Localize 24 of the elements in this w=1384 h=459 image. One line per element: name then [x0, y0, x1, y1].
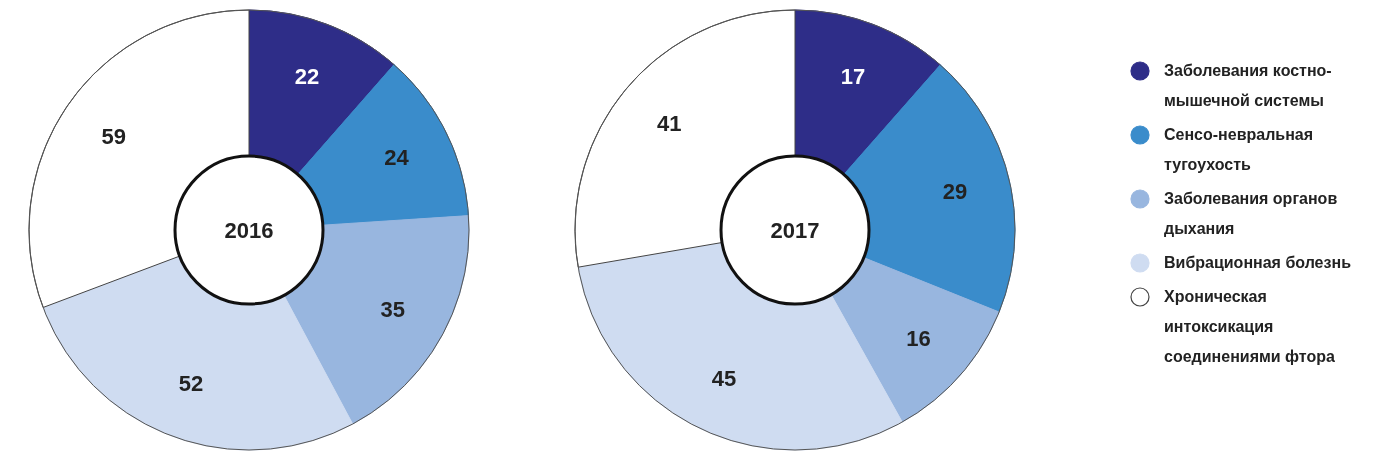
text: 2017: [770, 217, 820, 243]
data-label: 41: [656, 111, 682, 137]
legend-label: Вибрационная болезнь: [1164, 253, 1352, 273]
legend-label: Заболевания костно-мышечной системы: [1164, 61, 1333, 111]
data-label: 29: [942, 179, 968, 205]
data-label: 45: [711, 365, 737, 391]
donut-slice: [830, 257, 1000, 423]
data-label: 24: [384, 144, 410, 170]
donut-slice: [794, 9, 941, 175]
donut-slice: [283, 215, 470, 425]
donut-slice: [42, 255, 354, 451]
legend-label: Заболевания органов дыхания: [1164, 189, 1339, 239]
data-label: 17: [840, 63, 866, 89]
data-label: 59: [101, 123, 126, 149]
legend-label: Сенсо-невральная тугоухость: [1164, 125, 1315, 175]
text: 2016: [224, 217, 274, 243]
data-label: 52: [178, 371, 204, 397]
data-label: 16: [906, 326, 931, 352]
donut-slice: [297, 64, 470, 226]
donut-slice: [577, 242, 903, 451]
donut-slice: [843, 64, 1016, 313]
data-label: 22: [294, 63, 320, 89]
legend-label: Хроническая интоксикация соединениями фтора: [1164, 287, 1336, 367]
data-label: 35: [380, 297, 406, 323]
